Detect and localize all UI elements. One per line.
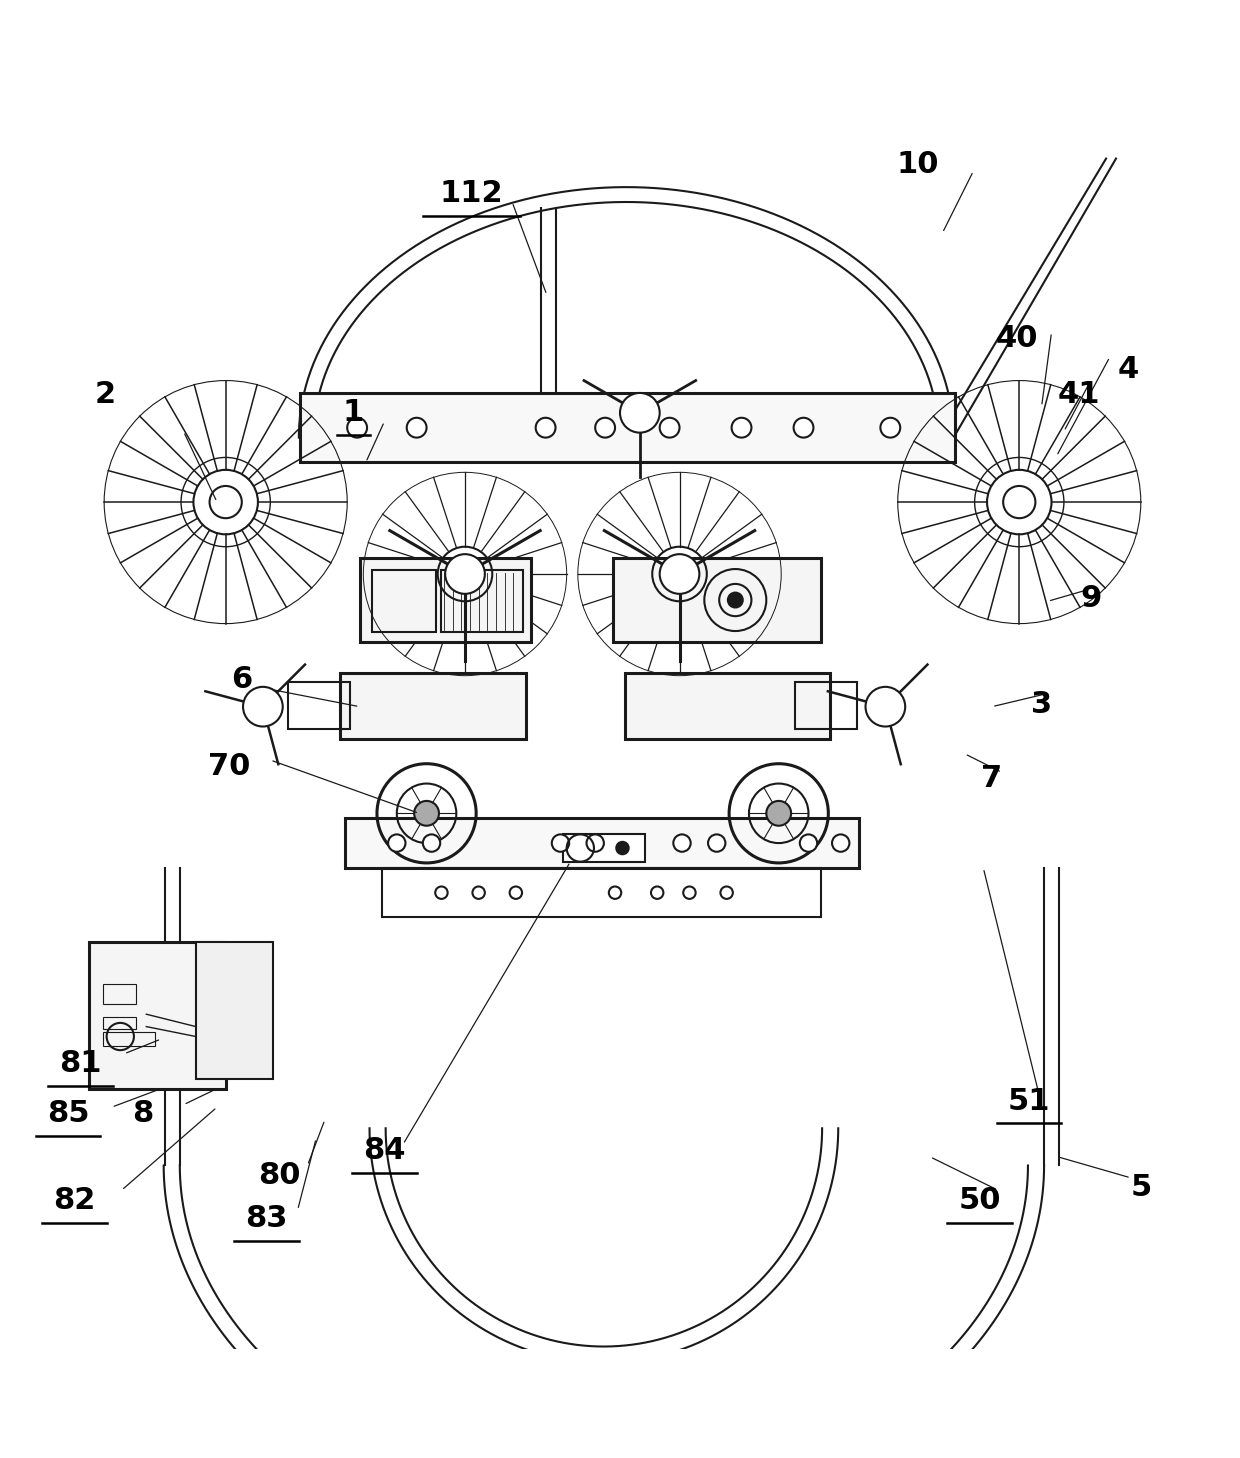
Text: 85: 85 [47, 1099, 89, 1128]
Text: 2: 2 [94, 379, 117, 408]
Text: 1: 1 [342, 398, 365, 427]
Bar [300, 394, 955, 462]
Bar [372, 570, 436, 633]
Bar [196, 942, 273, 1079]
Circle shape [708, 834, 725, 851]
Circle shape [832, 834, 849, 851]
Bar [441, 570, 523, 633]
Circle shape [720, 886, 733, 900]
Circle shape [347, 418, 367, 437]
Text: 51: 51 [1008, 1086, 1050, 1115]
Text: 84: 84 [363, 1136, 405, 1165]
Bar [89, 942, 226, 1089]
Circle shape [794, 418, 813, 437]
Circle shape [683, 886, 696, 900]
Circle shape [445, 554, 485, 593]
Bar [613, 558, 821, 642]
Bar [103, 1016, 136, 1029]
Text: 7: 7 [981, 764, 1003, 793]
Circle shape [552, 834, 569, 851]
Text: 81: 81 [60, 1050, 102, 1079]
Circle shape [510, 886, 522, 900]
Circle shape [388, 834, 405, 851]
Bar [288, 682, 350, 729]
Circle shape [728, 592, 743, 608]
Circle shape [435, 886, 448, 900]
Text: 41: 41 [1058, 379, 1100, 408]
Circle shape [866, 687, 905, 726]
Bar [382, 868, 821, 917]
Circle shape [595, 418, 615, 437]
Circle shape [609, 886, 621, 900]
Text: 82: 82 [53, 1185, 95, 1215]
Circle shape [732, 418, 751, 437]
Circle shape [800, 834, 817, 851]
Circle shape [660, 554, 699, 593]
Circle shape [673, 834, 691, 851]
Circle shape [423, 834, 440, 851]
Text: 8: 8 [131, 1099, 154, 1128]
Circle shape [414, 800, 439, 825]
Bar [103, 1032, 155, 1047]
Circle shape [651, 886, 663, 900]
Circle shape [880, 418, 900, 437]
Circle shape [243, 687, 283, 726]
Bar [625, 674, 830, 739]
Bar [340, 674, 526, 739]
Bar [795, 682, 857, 729]
Text: 70: 70 [208, 752, 250, 780]
Bar [103, 984, 136, 1005]
Circle shape [616, 841, 629, 854]
Bar [345, 818, 859, 868]
Text: 83: 83 [246, 1204, 288, 1233]
Text: 3: 3 [1030, 690, 1053, 719]
Text: 112: 112 [439, 179, 503, 208]
Text: 9: 9 [1080, 585, 1102, 614]
Circle shape [620, 394, 660, 433]
Circle shape [587, 834, 604, 851]
Text: 80: 80 [258, 1161, 300, 1190]
Bar [563, 834, 645, 862]
Text: 5: 5 [1130, 1174, 1152, 1203]
Text: 6: 6 [231, 665, 253, 694]
Text: 10: 10 [897, 150, 939, 179]
Text: 50: 50 [959, 1185, 1001, 1215]
Circle shape [407, 418, 427, 437]
Text: 40: 40 [996, 324, 1038, 353]
Circle shape [766, 800, 791, 825]
Circle shape [536, 418, 556, 437]
Bar [360, 558, 531, 642]
Text: 4: 4 [1117, 354, 1140, 383]
Circle shape [472, 886, 485, 900]
Circle shape [660, 418, 680, 437]
